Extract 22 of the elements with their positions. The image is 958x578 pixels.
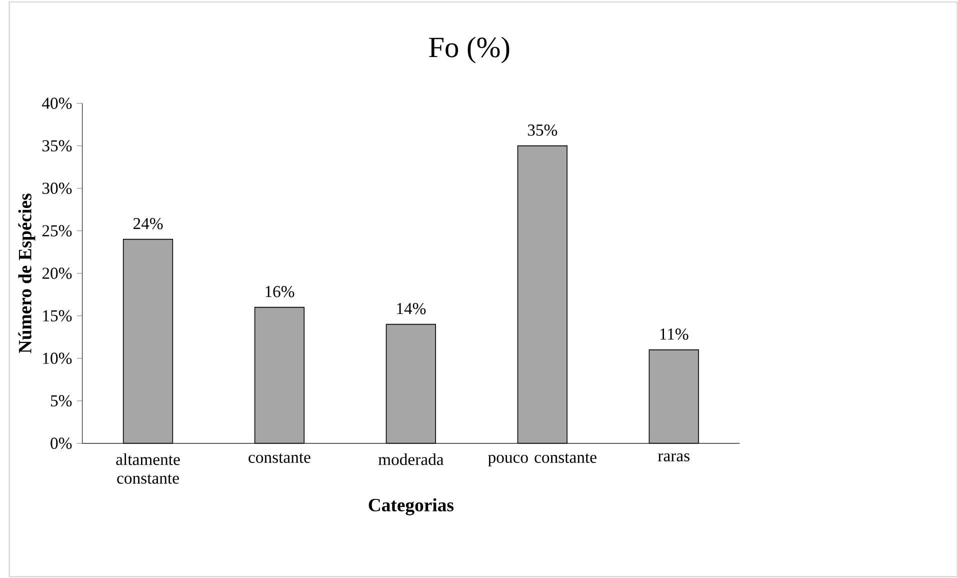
y-tick-label: 0% xyxy=(50,438,72,449)
y-tick-label: 30% xyxy=(42,182,72,194)
x-tick-label: constante xyxy=(248,453,310,463)
y-tick-label: 40% xyxy=(42,98,72,109)
x-axis-title: Categorias xyxy=(368,498,454,516)
data-label: 16% xyxy=(266,286,294,298)
y-axis-title: Número de Espécies xyxy=(18,194,36,354)
chart-title: Fo (%) xyxy=(429,36,510,64)
y-tick-label: 10% xyxy=(43,352,72,364)
x-tick-label: raras xyxy=(658,453,690,462)
y-tick-label: 15% xyxy=(43,310,72,322)
data-label: 11% xyxy=(660,328,688,340)
y-tick-label: 35% xyxy=(42,140,72,152)
y-tick-label: 5% xyxy=(50,395,72,406)
data-label: 35% xyxy=(528,124,558,136)
x-tick-label: altamente constante xyxy=(116,453,180,484)
x-tick-label: pouco constante xyxy=(488,453,596,466)
x-tick-label: moderada xyxy=(378,453,444,466)
data-label: 14% xyxy=(397,302,426,314)
data-label: 24% xyxy=(133,218,163,230)
y-tick-label: 20% xyxy=(42,268,72,279)
y-tick-label: 25% xyxy=(42,225,72,236)
